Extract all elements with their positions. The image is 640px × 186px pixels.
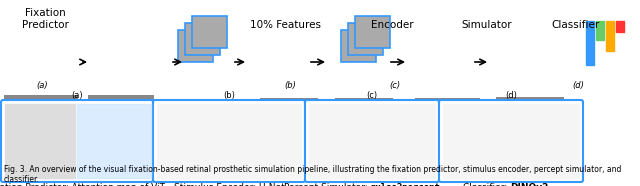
Bar bbox=[260, 98, 318, 163]
Bar bbox=[341, 30, 376, 62]
Text: 10% Features: 10% Features bbox=[250, 20, 321, 30]
Text: Percept Simulator:: Percept Simulator: bbox=[284, 183, 370, 186]
Bar bbox=[616, 21, 624, 32]
Text: Simulator: Simulator bbox=[461, 20, 512, 30]
Bar bbox=[157, 104, 301, 178]
FancyBboxPatch shape bbox=[153, 100, 305, 182]
Bar bbox=[185, 23, 220, 55]
Bar bbox=[355, 16, 390, 48]
Text: DINOv2: DINOv2 bbox=[510, 183, 548, 186]
Bar bbox=[5, 104, 75, 178]
FancyBboxPatch shape bbox=[1, 100, 153, 182]
Bar bbox=[415, 98, 480, 163]
FancyBboxPatch shape bbox=[439, 100, 583, 182]
Bar bbox=[596, 21, 604, 40]
Bar bbox=[496, 97, 564, 164]
Text: Fixation Predictor: Attention map of ViT: Fixation Predictor: Attention map of ViT bbox=[0, 183, 165, 186]
Text: Fixation
Predictor: Fixation Predictor bbox=[22, 8, 68, 30]
Bar bbox=[348, 23, 383, 55]
Bar bbox=[192, 16, 227, 48]
Bar bbox=[178, 30, 213, 62]
Bar bbox=[309, 104, 435, 178]
Text: Encoder: Encoder bbox=[371, 20, 413, 30]
Bar bbox=[443, 104, 579, 178]
Bar bbox=[586, 21, 594, 65]
Text: Classifier:: Classifier: bbox=[463, 183, 510, 186]
Text: (d): (d) bbox=[505, 91, 517, 100]
Text: (c): (c) bbox=[389, 81, 401, 90]
FancyBboxPatch shape bbox=[305, 100, 439, 182]
Bar bbox=[335, 98, 393, 163]
Text: Stimulus Encoder: U-Net: Stimulus Encoder: U-Net bbox=[173, 183, 284, 186]
Text: (a): (a) bbox=[36, 81, 48, 90]
Text: (a): (a) bbox=[71, 91, 83, 100]
Bar bbox=[4, 95, 78, 163]
Text: pulse2percept: pulse2percept bbox=[370, 183, 440, 186]
Text: (d): (d) bbox=[572, 81, 584, 90]
Text: Fig. 3. An overview of the visual fixation-based retinal prosthetic simulation p: Fig. 3. An overview of the visual fixati… bbox=[4, 165, 621, 184]
Text: (b): (b) bbox=[223, 91, 235, 100]
Bar bbox=[88, 95, 154, 163]
Bar bbox=[606, 21, 614, 51]
Text: (b): (b) bbox=[284, 81, 296, 90]
Bar bbox=[77, 104, 151, 178]
Text: Classifier: Classifier bbox=[551, 20, 599, 30]
Text: (c): (c) bbox=[367, 91, 378, 100]
